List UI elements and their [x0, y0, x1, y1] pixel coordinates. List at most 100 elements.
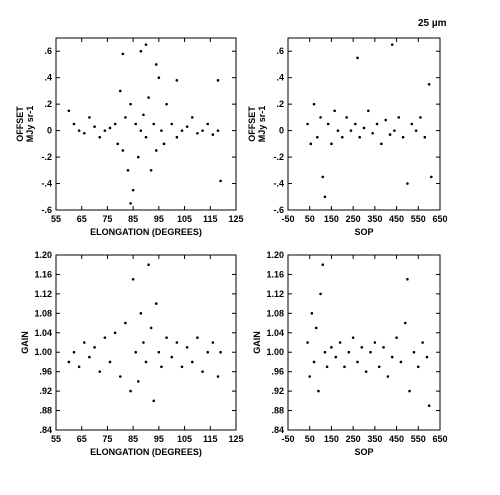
data-point	[103, 129, 107, 132]
data-point	[103, 336, 107, 339]
data-point	[306, 122, 309, 126]
data-point	[427, 83, 431, 86]
y-tick-label: 1.20	[266, 250, 284, 260]
data-point	[147, 96, 150, 99]
offset-vs-sop-panel: -50 50 150 250 350 450 550 650 -.6 -.4 -.2 0 .2 .4 .6 S…	[247, 37, 448, 237]
data-point	[308, 375, 312, 378]
x-tick-label: 250	[346, 434, 361, 444]
x-tick-label: 55	[51, 434, 61, 444]
data-point	[364, 370, 368, 373]
data-point	[206, 350, 210, 354]
y-tick-label: .92	[271, 386, 284, 396]
data-point	[196, 131, 199, 135]
data-point	[408, 389, 411, 393]
y-tick-label: 1.00	[34, 347, 52, 357]
data-point	[333, 109, 336, 113]
data-point	[116, 142, 120, 146]
x-tick-label: 55	[51, 214, 61, 224]
data-point	[358, 135, 361, 139]
data-point	[414, 129, 418, 132]
y-tick-label: -.4	[273, 179, 284, 189]
data-point	[72, 122, 76, 126]
x-tick-label: 65	[77, 214, 87, 224]
data-point	[340, 135, 344, 139]
data-point	[157, 350, 161, 354]
data-point	[406, 182, 409, 185]
data-point	[82, 341, 86, 344]
x-tick-label: 50	[305, 434, 315, 444]
data-point	[108, 360, 112, 364]
x-tick-label: 115	[203, 214, 218, 224]
data-point	[430, 175, 433, 179]
y-tick-label: 1.04	[266, 328, 284, 338]
data-point	[139, 49, 143, 53]
x-tick-label: -50	[281, 434, 294, 444]
data-point	[369, 350, 372, 354]
x-axis-title: SOP	[354, 227, 373, 237]
data-point	[154, 149, 158, 152]
x-tick-label: 95	[154, 434, 164, 444]
data-point	[160, 365, 163, 369]
data-point	[190, 360, 194, 364]
data-point	[136, 155, 140, 159]
data-point	[330, 142, 333, 146]
data-point	[144, 135, 148, 139]
data-point	[343, 365, 346, 369]
y-axis-title-line: MJy sr-1	[25, 106, 35, 143]
y-axis-title: OFFSETMJy sr-1	[247, 106, 267, 143]
data-point	[330, 346, 333, 349]
y-tick-label: 0	[279, 126, 284, 136]
data-point	[154, 302, 158, 305]
data-point	[154, 63, 158, 66]
data-point	[121, 52, 125, 56]
y-tick-label: 0	[47, 126, 52, 136]
data-point	[382, 346, 385, 349]
y-tick-label: .2	[44, 99, 52, 109]
data-point	[88, 116, 91, 119]
data-point	[351, 336, 355, 339]
plot-frame	[287, 254, 441, 431]
data-point	[152, 122, 156, 126]
y-axis-title-line: GAIN	[252, 331, 262, 354]
data-point	[185, 125, 189, 128]
y-tick-label: 1.08	[266, 308, 284, 318]
data-point	[306, 341, 309, 344]
data-point	[136, 380, 140, 383]
x-tick-label: 105	[177, 214, 192, 224]
data-point	[196, 336, 199, 339]
data-point	[165, 336, 168, 339]
data-point	[139, 129, 143, 132]
data-point	[326, 122, 330, 126]
data-point	[373, 341, 377, 344]
data-point	[354, 122, 357, 126]
x-tick-label: 450	[389, 214, 404, 224]
data-point	[393, 129, 396, 132]
data-point	[77, 365, 81, 369]
data-point	[190, 116, 194, 119]
data-point	[390, 355, 394, 359]
x-tick-label: 150	[324, 214, 339, 224]
y-tick-label: .88	[39, 406, 52, 416]
y-axis-title-line: GAIN	[20, 331, 30, 354]
data-point	[423, 135, 427, 139]
x-tick-label: -50	[281, 214, 294, 224]
data-point	[93, 125, 96, 128]
x-tick-label: 95	[154, 214, 164, 224]
x-tick-label: 50	[305, 214, 315, 224]
y-axis-title-line: OFFSET	[15, 106, 25, 142]
y-tick-label: .96	[271, 367, 284, 377]
data-point	[216, 79, 220, 82]
data-point	[129, 202, 132, 205]
data-point	[144, 43, 148, 46]
data-point	[386, 375, 390, 378]
x-tick-label: 65	[77, 434, 87, 444]
data-point	[377, 365, 381, 369]
data-point	[98, 370, 102, 373]
y-tick-label: 1.20	[34, 250, 52, 260]
data-point	[316, 135, 319, 139]
x-tick-label: 85	[128, 434, 138, 444]
y-tick-label: -.6	[273, 205, 284, 215]
data-point	[149, 326, 153, 330]
y-axis-title-line: OFFSET	[247, 106, 257, 142]
data-point	[416, 365, 420, 369]
